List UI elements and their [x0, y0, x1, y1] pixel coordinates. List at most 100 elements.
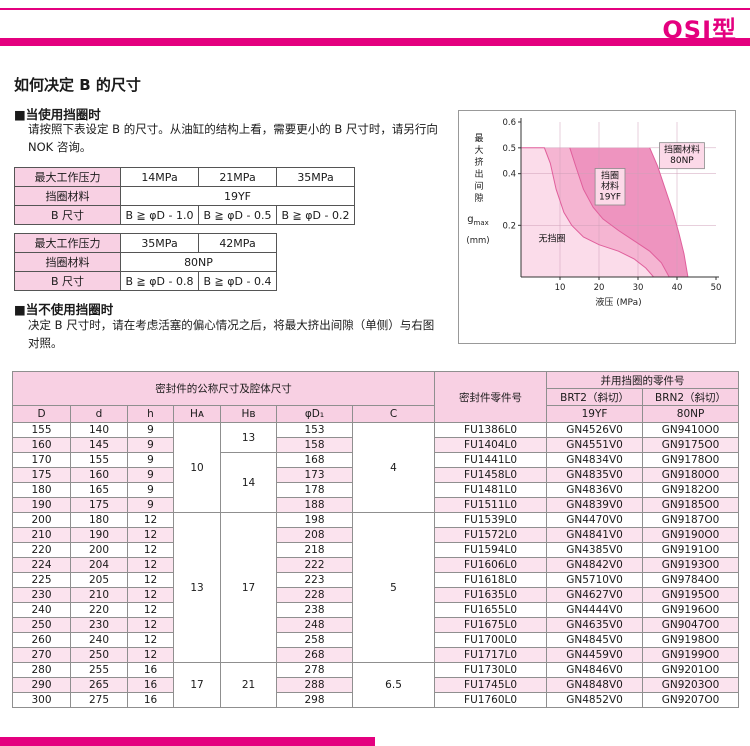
dimension-row: 175 160 9 173 FU1458L0 GN4835V0 GN9180O0: [12, 467, 740, 483]
cell-HA: 17: [173, 662, 221, 708]
cell-brt2: GN4848V0: [546, 677, 644, 693]
cell-part_no: FU1700L0: [434, 632, 548, 648]
cell-phiD1: 208: [276, 527, 353, 543]
row-label-cell: 最大工作压力: [14, 167, 121, 187]
cell-h: 12: [127, 617, 174, 633]
cell-brn2: GN9191O0: [642, 542, 740, 558]
cell-brn2: GN9784O0: [642, 572, 740, 588]
cell-D: 190: [12, 497, 71, 513]
cell-phiD1: 153: [276, 422, 353, 438]
cell-d: 155: [70, 452, 128, 468]
dimension-row: 220 200 12 218 FU1594L0 GN4385V0 GN9191O0: [12, 542, 740, 558]
cell-brn2: GN9182O0: [642, 482, 740, 498]
cell-D: 280: [12, 662, 71, 678]
cell-phiD1: 258: [276, 632, 353, 648]
cell-D: 160: [12, 437, 71, 453]
cell-D: 180: [12, 482, 71, 498]
cell-D: 224: [12, 557, 71, 573]
cell-brn2: GN9207O0: [642, 692, 740, 708]
header-part-no: 密封件零件号: [434, 371, 548, 423]
cell-brn2: GN9198O0: [642, 632, 740, 648]
cell-part_no: FU1481L0: [434, 482, 548, 498]
y-tick-label: 0.6: [502, 118, 516, 128]
cell-brt2: GN4459V0: [546, 647, 644, 663]
cell-part_no: FU1618L0: [434, 572, 548, 588]
cell-h: 16: [127, 677, 174, 693]
header-col-phiD1: φD₁: [276, 405, 353, 423]
dimension-row: 200 180 12 13 17 198 5 FU1539L0 GN4470V0 GN9187O0: [12, 512, 740, 663]
cell-D: 175: [12, 467, 71, 483]
backup-ring-table-19yf-body: 最大工作压力 14MPa 21MPa 35MPa 挡圈材料 19YF B 尺寸 B ≧ φD …: [14, 167, 355, 225]
dimension-row: 270 250 12 268 FU1717L0 GN4459V0 GN9199O0: [12, 647, 740, 663]
cell-d: 165: [70, 482, 128, 498]
cell-d: 205: [70, 572, 128, 588]
row-label-cell: 最大工作压力: [14, 233, 121, 253]
header-col-h: h: [127, 405, 174, 423]
cell-phiD1: 158: [276, 437, 353, 453]
cell-h: 12: [127, 587, 174, 603]
cell-d: 204: [70, 557, 128, 573]
cell-D: 155: [12, 422, 71, 438]
backup-ring-table-80np-body: 最大工作压力 35MPa 42MPa 挡圈材料 80NP B 尺寸 B ≧ φD - 0.8…: [14, 233, 277, 291]
cell-brn2: GN9193O0: [642, 557, 740, 573]
cell-d: 180: [70, 512, 128, 528]
value-cell: 80NP: [120, 252, 277, 272]
cell-brt2: GN4834V0: [546, 452, 644, 468]
value-cell: B ≧ φD - 0.5: [198, 205, 277, 225]
chart-y-axis-label: 最大挤出间隙 gmax (mm): [459, 111, 497, 343]
extrusion-gap-chart: 最大挤出间隙 gmax (mm) 0.2 0.4 0.5 0.6 10 20 30 40 50 液…: [458, 110, 736, 344]
cell-brt2: GN4839V0: [546, 497, 644, 513]
cell-h: 16: [127, 692, 174, 708]
cell-phiD1: 168: [276, 452, 353, 468]
cell-brn2: GN9047O0: [642, 617, 740, 633]
backup-ring-table-19yf: 最大工作压力 14MPa 21MPa 35MPa 挡圈材料 19YF B 尺寸 B ≧ φD …: [14, 167, 355, 225]
section-without-ring-body: 决定 B 尺寸时，请在考虑活塞的偏心情况之后，将最大挤出间隙（单侧）与右图对照。: [28, 318, 435, 350]
chart-ylabel-text: 最大挤出间隙: [472, 133, 483, 205]
cell-phiD1: 228: [276, 587, 353, 603]
section-with-ring-heading: ■当使用挡圈时: [14, 107, 101, 122]
header-brt2: BRT2（斜切）: [546, 388, 644, 406]
cell-h: 9: [127, 452, 174, 468]
chart-region: [521, 147, 670, 277]
cell-h: 9: [127, 467, 174, 483]
row-label-cell: 挡圈材料: [14, 186, 121, 206]
header-brn2: BRN2（斜切）: [642, 388, 740, 406]
dimension-row: 224 204 12 222 FU1606L0 GN4842V0 GN9193O0: [12, 557, 740, 573]
cell-phiD1: 178: [276, 482, 353, 498]
cell-D: 230: [12, 587, 71, 603]
annotation-box: [659, 142, 705, 170]
cell-brt2: GN4526V0: [546, 422, 644, 438]
cell-h: 12: [127, 647, 174, 663]
header-accent-bar: [0, 38, 750, 46]
cell-brt2: GN4551V0: [546, 437, 644, 453]
cell-d: 175: [70, 497, 128, 513]
cell-brt2: GN4627V0: [546, 587, 644, 603]
cell-d: 255: [70, 662, 128, 678]
cell-d: 250: [70, 647, 128, 663]
cell-HB: 14: [220, 452, 277, 513]
cell-d: 140: [70, 422, 128, 438]
backup-ring-table-80np: 最大工作压力 35MPa 42MPa 挡圈材料 80NP B 尺寸 B ≧ φD - 0.8…: [14, 233, 277, 291]
cell-brn2: GN9203O0: [642, 677, 740, 693]
cell-part_no: FU1745L0: [434, 677, 548, 693]
x-tick-label: 50: [711, 283, 722, 293]
cell-part_no: FU1458L0: [434, 467, 548, 483]
cell-h: 9: [127, 422, 174, 438]
cell-brn2: GN9180O0: [642, 467, 740, 483]
row-label-cell: B 尺寸: [14, 205, 121, 225]
cell-h: 12: [127, 557, 174, 573]
pressure-table-row: B 尺寸 B ≧ φD - 0.8 B ≧ φD - 0.4: [14, 271, 277, 291]
dimension-row: 240 220 12 238 FU1655L0 GN4444V0 GN9196O0: [12, 602, 740, 618]
value-cell: B ≧ φD - 0.2: [276, 205, 355, 225]
cell-phiD1: 278: [276, 662, 353, 678]
cell-h: 9: [127, 482, 174, 498]
cell-HA: 13: [173, 512, 221, 663]
cell-d: 220: [70, 602, 128, 618]
dimension-row: 280 255 16 17 21 278 6.5 FU1730L0 GN4846V0 GN9201…: [12, 662, 740, 708]
cell-D: 270: [12, 647, 71, 663]
cell-part_no: FU1594L0: [434, 542, 548, 558]
dimension-row: 155 140 9 10 13 153 4 FU1386L0 GN4526V0 GN9410O0: [12, 422, 740, 513]
cell-d: 200: [70, 542, 128, 558]
cell-brt2: GN4841V0: [546, 527, 644, 543]
cell-D: 225: [12, 572, 71, 588]
